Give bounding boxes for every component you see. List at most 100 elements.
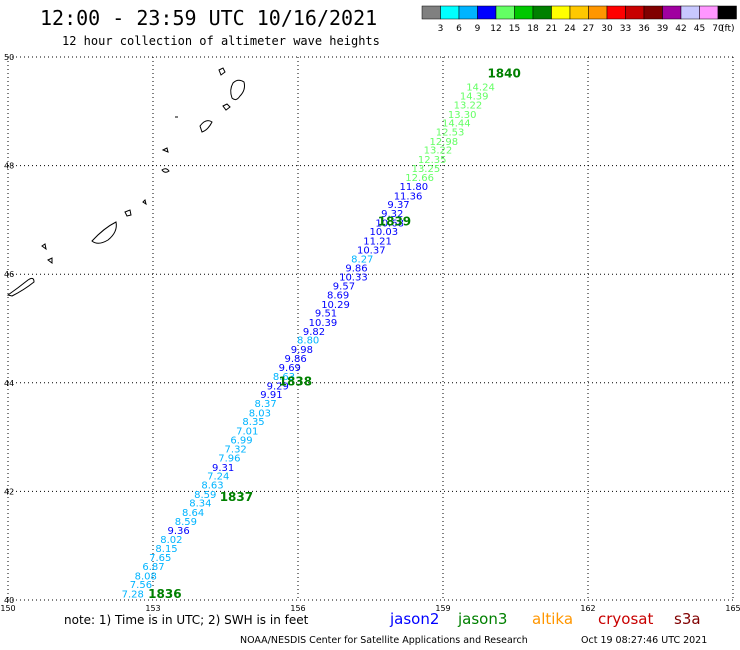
wave-height-label: 8.03 [249, 408, 271, 419]
colorbar-label: 45 [694, 24, 705, 34]
colorbar-label: 27 [583, 24, 594, 34]
wave-height-label: 12.53 [436, 128, 465, 139]
colorbar-label: 18 [527, 24, 539, 34]
map-title: 12:00 - 23:59 UTC 10/16/2021 [40, 6, 377, 30]
wave-height-label: 8.37 [255, 399, 277, 410]
colorbar-label: 70 [712, 24, 724, 34]
colorbar-swatch [440, 5, 460, 20]
footer-note: note: 1) Time is in UTC; 2) SWH is in fe… [64, 613, 309, 627]
wave-height-label: 6.87 [142, 562, 164, 573]
wave-height-label: 10.37 [357, 246, 386, 257]
lat-tick-label: 48 [4, 162, 14, 171]
wave-height-points: 7.287.568.086.877.658.158.029.368.598.64… [122, 83, 495, 601]
wave-height-label: 11.21 [363, 236, 392, 247]
colorbar-swatch [532, 5, 552, 20]
colorbar-label: 15 [509, 24, 520, 34]
wave-height-label: 14.39 [460, 91, 489, 102]
colorbar-swatch [625, 5, 645, 20]
legend-jason2: jason2 [389, 610, 439, 628]
wave-height-label: 10.33 [339, 273, 368, 284]
wave-height-label: 8.02 [160, 535, 182, 546]
colorbar-swatch [643, 5, 663, 20]
colorbar-swatch [458, 5, 478, 20]
wave-height-label: 13.30 [448, 110, 477, 121]
wave-height-label: 12.98 [429, 137, 458, 148]
grid [7, 56, 734, 601]
lat-tick-label: 42 [4, 487, 14, 496]
colorbar-swatch [717, 5, 737, 20]
legend-jason3: jason3 [457, 610, 507, 628]
wave-height-label: 7.32 [225, 444, 247, 455]
wave-height-label: 10.29 [321, 300, 350, 311]
colorbar-label: 9 [475, 24, 481, 34]
wave-height-label: 9.69 [279, 363, 301, 374]
wave-height-label: 9.37 [387, 200, 409, 211]
colorbar-swatch [699, 5, 719, 20]
footer-credit: NOAA/NESDIS Center for Satellite Applica… [240, 635, 528, 646]
colorbar-label: 6 [456, 24, 462, 34]
wave-height-label: 9.86 [284, 354, 306, 365]
lon-tick-label: 165 [725, 604, 740, 613]
colorbar: 3 6 9 12 15 18 21 24 27 30 33 36 39 42 45 70(ft) [421, 5, 737, 34]
wave-height-label: 8.59 [194, 490, 216, 501]
colorbar-swatch [421, 5, 441, 20]
wave-height-label: 7.56 [130, 580, 152, 591]
axis-ticks: 150 153 156 159 162 165 50 48 46 44 42 40 [0, 53, 740, 613]
wave-height-label: 9.86 [345, 263, 367, 274]
colorbar-label: 36 [638, 24, 650, 34]
legend-s3a: s3a [674, 610, 701, 628]
lon-tick-label: 156 [290, 604, 305, 613]
colorbar-label: 21 [546, 24, 557, 34]
wave-height-label: 6.99 [230, 436, 252, 447]
wave-height-label: 13.22 [424, 146, 453, 157]
colorbar-swatch [569, 5, 589, 20]
legend-altika: altika [532, 610, 573, 628]
wave-height-label: 14.44 [442, 119, 471, 130]
wave-height-label: 10.39 [309, 318, 338, 329]
legend-cryosat: cryosat [598, 610, 653, 628]
wave-height-label: 12.66 [405, 173, 434, 184]
pass-number-label: 1840 [487, 67, 520, 81]
lat-tick-label: 46 [4, 270, 14, 279]
colorbar-label: 33 [620, 24, 631, 34]
colorbar-unit: (ft) [721, 24, 735, 34]
wave-height-label: 7.24 [207, 471, 229, 482]
pass-number-label: 1839 [378, 214, 411, 228]
wave-height-label: 7.65 [149, 553, 171, 564]
wave-height-label: 8.34 [189, 499, 211, 510]
lon-tick-label: 162 [580, 604, 595, 613]
wave-height-label: 7.96 [218, 454, 240, 465]
wave-height-label: 8.27 [351, 254, 373, 265]
pass-number-label: 1837 [220, 490, 253, 504]
wave-height-label: 8.15 [155, 544, 177, 555]
wave-height-label: 7.28 [122, 589, 144, 600]
lat-tick-label: 44 [4, 379, 14, 388]
wave-height-label: 8.63 [201, 481, 223, 492]
wave-height-label: 9.57 [333, 281, 355, 292]
colorbar-swatch [588, 5, 608, 20]
wave-height-label: 9.31 [212, 463, 234, 474]
pass-number-label: 1838 [279, 375, 312, 389]
wave-height-label: 9.36 [168, 526, 190, 537]
lat-tick-label: 50 [4, 53, 14, 62]
wave-height-label: 10.03 [370, 227, 399, 238]
satellite-legend: jason2 jason3 altika cryosat s3a [389, 610, 701, 628]
map-subtitle: 12 hour collection of altimeter wave hei… [62, 34, 380, 48]
wave-height-label: 9.29 [267, 381, 289, 392]
wave-height-label: 8.80 [297, 336, 319, 347]
wave-height-label: 14.24 [466, 83, 495, 94]
wave-height-label: 8.63 [273, 372, 295, 383]
colorbar-swatch [606, 5, 626, 20]
wave-height-label: 8.35 [242, 417, 264, 428]
pass-number-label: 1836 [148, 587, 181, 601]
lon-tick-label: 153 [145, 604, 160, 613]
lon-tick-label: 150 [0, 604, 15, 613]
colorbar-label: 42 [675, 24, 686, 34]
colorbar-label: 30 [601, 24, 613, 34]
wave-height-label: 9.91 [260, 390, 282, 401]
colorbar-swatch [514, 5, 534, 20]
colorbar-swatch [680, 5, 700, 20]
wave-height-label: 9.98 [291, 345, 313, 356]
wave-height-label: 11.36 [394, 191, 423, 202]
